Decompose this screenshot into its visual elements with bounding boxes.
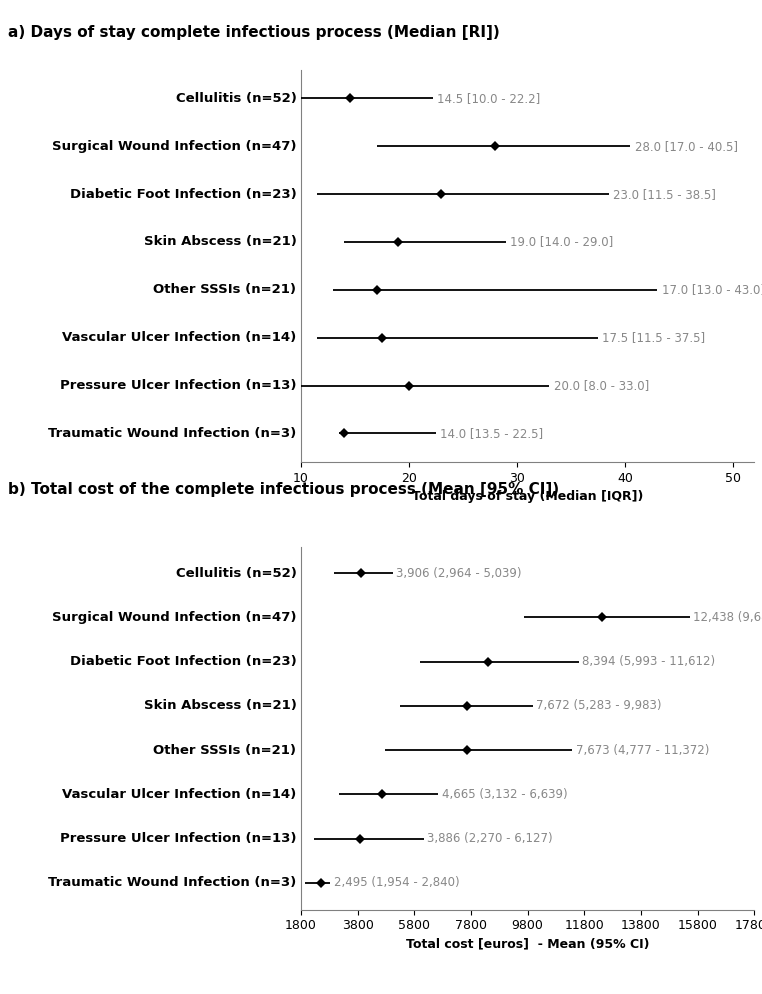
- Text: Traumatic Wound Infection (n=3): Traumatic Wound Infection (n=3): [48, 877, 296, 890]
- Text: 2,495 (1,954 - 2,840): 2,495 (1,954 - 2,840): [334, 877, 459, 890]
- Text: 28.0 [17.0 - 40.5]: 28.0 [17.0 - 40.5]: [635, 140, 738, 153]
- Text: 8,394 (5,993 - 11,612): 8,394 (5,993 - 11,612): [582, 655, 716, 668]
- Text: b) Total cost of the complete infectious process (Mean [95% CI]): b) Total cost of the complete infectious…: [8, 482, 559, 497]
- Text: 17.0 [13.0 - 43.0]: 17.0 [13.0 - 43.0]: [661, 283, 762, 296]
- Text: Pressure Ulcer Infection (n=13): Pressure Ulcer Infection (n=13): [60, 379, 296, 392]
- Text: 23.0 [11.5 - 38.5]: 23.0 [11.5 - 38.5]: [613, 188, 716, 201]
- Text: 7,673 (4,777 - 11,372): 7,673 (4,777 - 11,372): [575, 744, 709, 756]
- Text: 20.0 [8.0 - 33.0]: 20.0 [8.0 - 33.0]: [553, 379, 649, 392]
- Text: Cellulitis (n=52): Cellulitis (n=52): [175, 567, 296, 580]
- Text: 14.5 [10.0 - 22.2]: 14.5 [10.0 - 22.2]: [437, 91, 540, 104]
- Text: 3,886 (2,270 - 6,127): 3,886 (2,270 - 6,127): [427, 832, 552, 845]
- X-axis label: Total cost [euros]  - Mean (95% CI): Total cost [euros] - Mean (95% CI): [406, 937, 649, 951]
- Text: Vascular Ulcer Infection (n=14): Vascular Ulcer Infection (n=14): [62, 331, 296, 344]
- Text: Pressure Ulcer Infection (n=13): Pressure Ulcer Infection (n=13): [60, 832, 296, 845]
- Text: Vascular Ulcer Infection (n=14): Vascular Ulcer Infection (n=14): [62, 788, 296, 801]
- X-axis label: Total days of stay (Median [IQR]): Total days of stay (Median [IQR]): [412, 490, 643, 504]
- Text: 17.5 [11.5 - 37.5]: 17.5 [11.5 - 37.5]: [602, 331, 706, 344]
- Text: Traumatic Wound Infection (n=3): Traumatic Wound Infection (n=3): [48, 427, 296, 440]
- Text: Skin Abscess (n=21): Skin Abscess (n=21): [143, 700, 296, 713]
- Text: Surgical Wound Infection (n=47): Surgical Wound Infection (n=47): [52, 611, 296, 624]
- Text: Diabetic Foot Infection (n=23): Diabetic Foot Infection (n=23): [69, 655, 296, 668]
- Text: Skin Abscess (n=21): Skin Abscess (n=21): [143, 236, 296, 248]
- Text: Other SSSIs (n=21): Other SSSIs (n=21): [153, 744, 296, 756]
- Text: 7,672 (5,283 - 9,983): 7,672 (5,283 - 9,983): [536, 700, 661, 713]
- Text: 4,665 (3,132 - 6,639): 4,665 (3,132 - 6,639): [441, 788, 567, 801]
- Text: 14.0 [13.5 - 22.5]: 14.0 [13.5 - 22.5]: [440, 427, 543, 440]
- Text: 19.0 [14.0 - 29.0]: 19.0 [14.0 - 29.0]: [511, 236, 613, 248]
- Text: 3,906 (2,964 - 5,039): 3,906 (2,964 - 5,039): [396, 567, 522, 580]
- Text: a) Days of stay complete infectious process (Median [RI]): a) Days of stay complete infectious proc…: [8, 25, 499, 40]
- Text: Other SSSIs (n=21): Other SSSIs (n=21): [153, 283, 296, 296]
- Text: Cellulitis (n=52): Cellulitis (n=52): [175, 91, 296, 104]
- Text: Surgical Wound Infection (n=47): Surgical Wound Infection (n=47): [52, 140, 296, 153]
- Text: Diabetic Foot Infection (n=23): Diabetic Foot Infection (n=23): [69, 188, 296, 201]
- Text: 12,438 (9,686 - 15,525): 12,438 (9,686 - 15,525): [693, 611, 762, 624]
